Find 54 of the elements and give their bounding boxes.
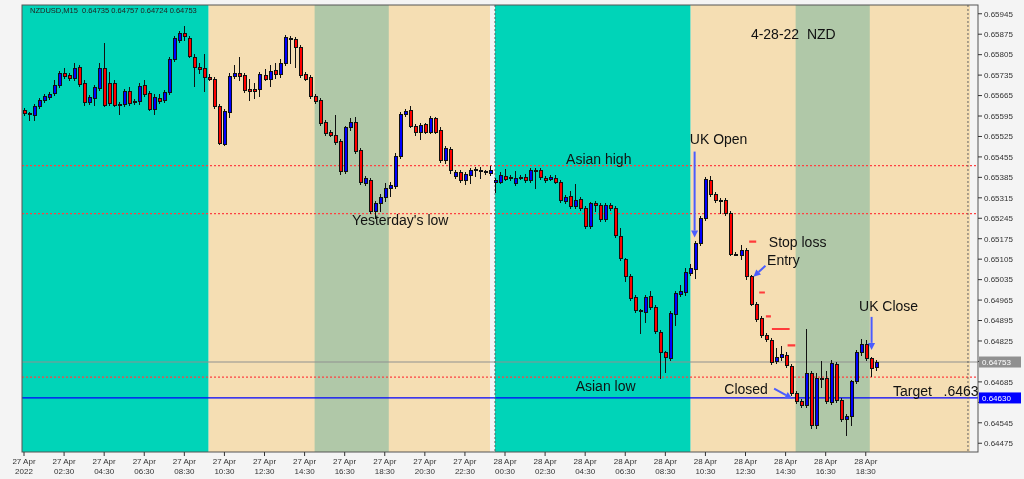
annotation: Closed (724, 381, 768, 398)
x-tick-label: 28 Apr 08:30 (653, 457, 678, 476)
annotation: Stop loss (768, 233, 827, 250)
y-tick-label: 0.65175 (984, 234, 1014, 244)
y-tick-label: 0.65735 (984, 70, 1014, 80)
annotation: Target .6463 (892, 383, 979, 400)
x-tick-label: 28 Apr 04:30 (573, 457, 598, 476)
x-tick-label: 27 Apr 16:30 (333, 457, 357, 476)
x-tick-label: 28 Apr 02:30 (533, 457, 557, 476)
y-tick-label: 0.65665 (984, 91, 1014, 101)
y-tick-label: 0.65595 (984, 111, 1014, 121)
ref-line-label: 0.64753 (982, 357, 1012, 367)
x-tick-label: 28 Apr 00:30 (493, 457, 517, 476)
y-tick-label: 0.64545 (984, 418, 1014, 428)
y-tick-label: 0.64685 (984, 377, 1014, 387)
x-tick-label: 27 Apr 08:30 (172, 457, 197, 476)
x-tick-label: 27 Apr 04:30 (92, 457, 117, 476)
x-tick-label: 27 Apr 10:30 (212, 457, 237, 476)
y-tick-label: 0.64965 (984, 295, 1014, 305)
x-tick-label: 28 Apr 14:30 (774, 457, 798, 476)
x-tick-label: 27 Apr 12:30 (252, 457, 277, 476)
y-tick-label: 0.64475 (984, 439, 1014, 449)
x-tick-label: 28 Apr 16:30 (814, 457, 838, 476)
y-tick-label: 0.65525 (984, 132, 1014, 142)
y-tick-label: 0.65805 (984, 50, 1014, 60)
y-tick-label: 0.65875 (984, 30, 1014, 40)
annotation: Entry (767, 251, 800, 268)
x-tick-label: 27 Apr 22:30 (453, 457, 477, 476)
annotation: UK Open (689, 131, 748, 148)
annotation: Asian low (575, 377, 637, 394)
x-tick-label: 27 Apr 2022 (12, 457, 36, 476)
x-tick-label: 27 Apr 02:30 (52, 457, 76, 476)
y-tick-label: 0.65945 (984, 9, 1014, 19)
x-tick-label: 27 Apr 20:30 (413, 457, 437, 476)
annotation: Asian high (566, 150, 632, 167)
y-tick-label: 0.65245 (984, 214, 1014, 224)
ref-line-label: 0.64630 (982, 393, 1012, 403)
x-tick-label: 28 Apr 10:30 (693, 457, 718, 476)
y-tick-label: 0.65455 (984, 152, 1014, 162)
y-tick-label: 0.65035 (984, 275, 1014, 285)
x-tick-label: 27 Apr 14:30 (293, 457, 317, 476)
y-tick-label: 0.65105 (984, 254, 1014, 264)
y-tick-label: 0.64825 (984, 336, 1014, 346)
x-tick-label: 28 Apr 12:30 (733, 457, 758, 476)
x-tick-label: 28 Apr 06:30 (613, 457, 638, 476)
annotation: UK Close (859, 297, 919, 314)
y-tick-label: 0.65315 (984, 193, 1014, 203)
annotation: Yesterday's low (352, 212, 450, 229)
y-tick-label: 0.65385 (984, 173, 1014, 183)
x-tick-label: 28 Apr 18:30 (854, 457, 878, 476)
y-tick-label: 0.64895 (984, 316, 1014, 326)
x-tick-label: 27 Apr 06:30 (132, 457, 157, 476)
text: 4-28-22 NZD (750, 25, 836, 42)
x-tick-label: 27 Apr 18:30 (373, 457, 397, 476)
